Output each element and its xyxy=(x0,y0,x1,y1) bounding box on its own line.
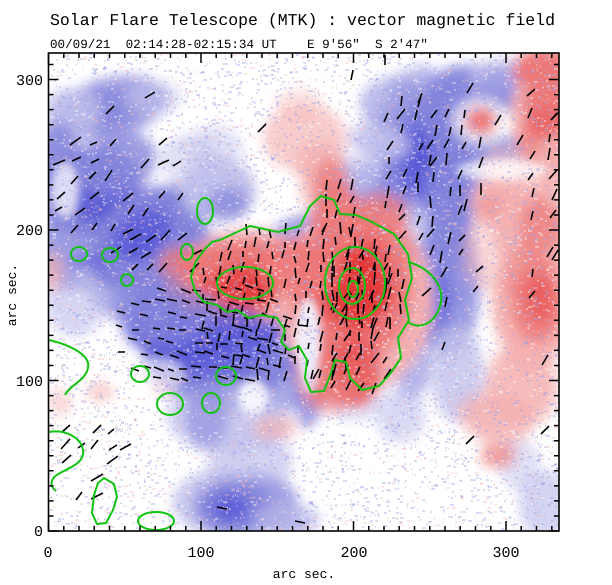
svg-text:100: 100 xyxy=(16,374,43,391)
svg-text:Solar Flare Telescope (MTK) :: Solar Flare Telescope (MTK) : vector mag… xyxy=(50,11,555,30)
svg-text:300: 300 xyxy=(16,73,43,90)
svg-text:200: 200 xyxy=(340,545,367,562)
svg-text:200: 200 xyxy=(16,223,43,240)
svg-text:100: 100 xyxy=(187,545,214,562)
svg-text:0: 0 xyxy=(34,524,43,541)
svg-text:00/09/21 02:14:28-02:15:34 UT: 00/09/21 02:14:28-02:15:34 UT E 9'56" S … xyxy=(50,38,428,52)
svg-text:0: 0 xyxy=(43,545,52,562)
svg-text:300: 300 xyxy=(492,545,519,562)
svg-text:arc sec.: arc sec. xyxy=(273,567,335,582)
svg-text:arc sec.: arc sec. xyxy=(5,264,20,326)
